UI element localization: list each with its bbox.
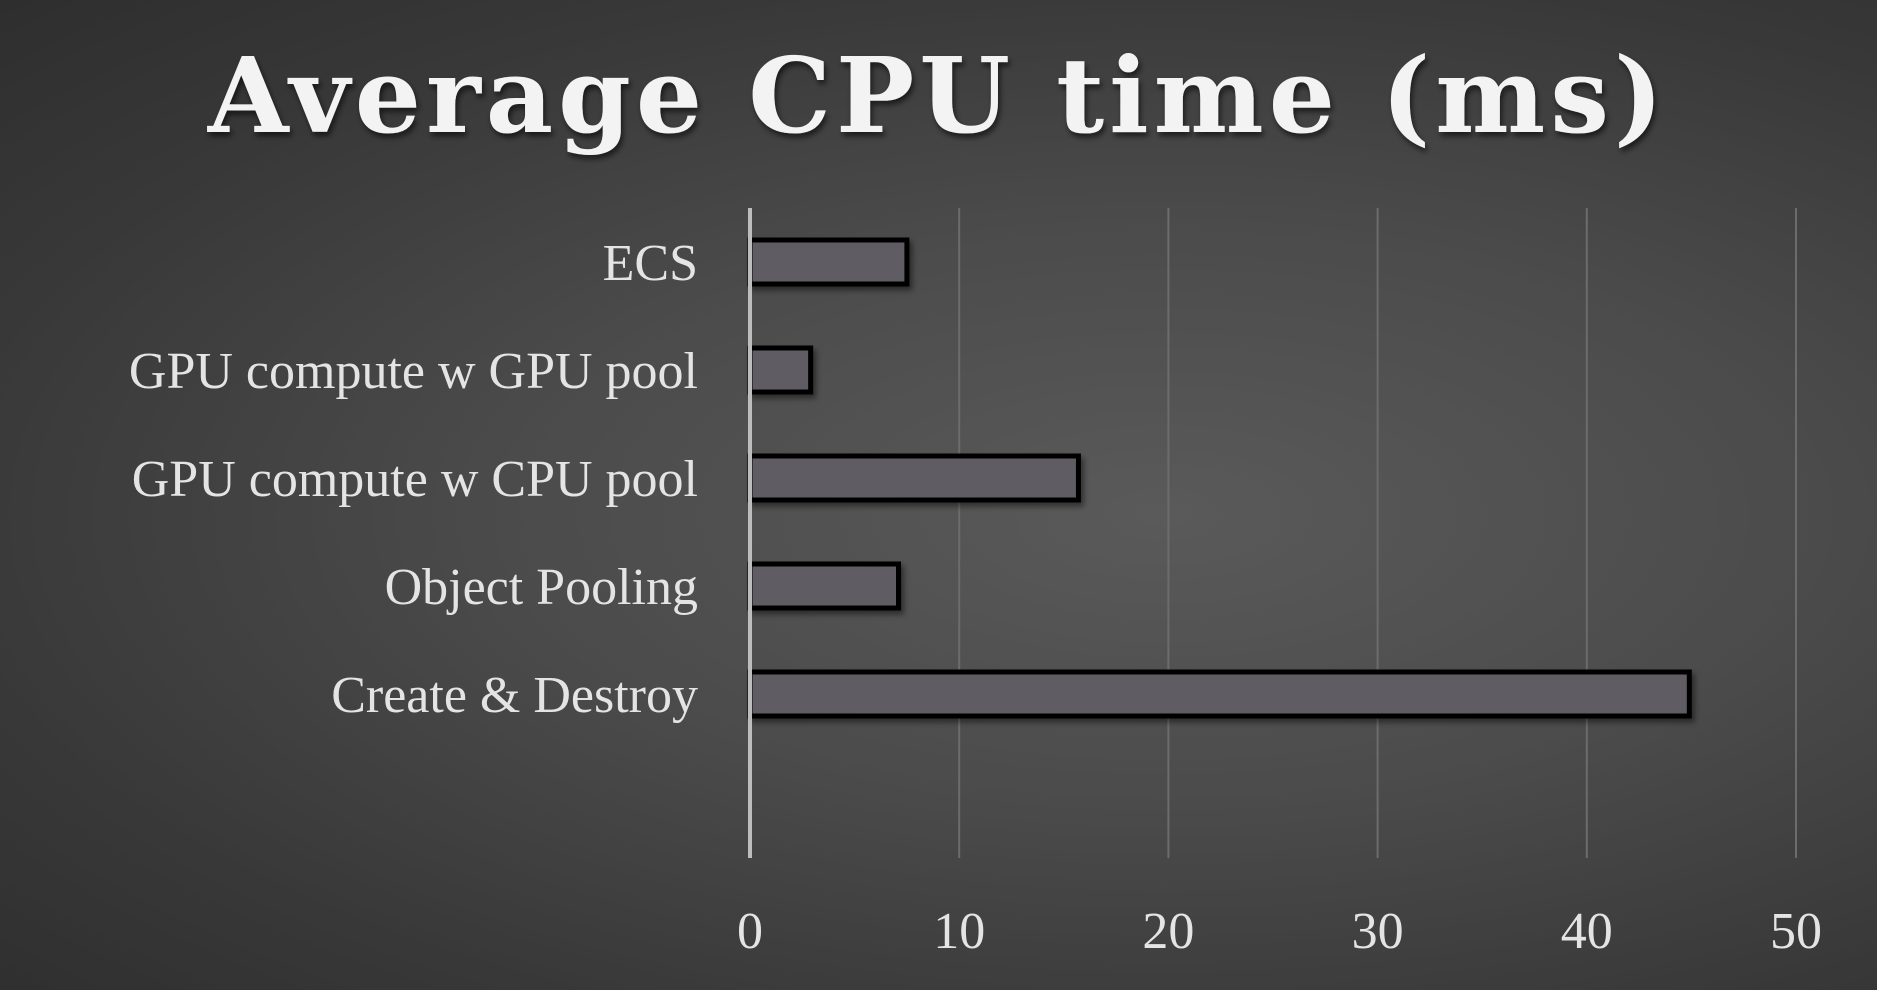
bar bbox=[747, 561, 902, 611]
x-tick-label: 10 bbox=[933, 903, 985, 960]
category-label: GPU compute w CPU pool bbox=[132, 451, 698, 508]
x-tick-label: 20 bbox=[1142, 903, 1194, 960]
x-tick-label: 50 bbox=[1770, 903, 1822, 960]
bar bbox=[747, 237, 910, 287]
gridlines bbox=[958, 208, 1797, 858]
category-label: Object Pooling bbox=[385, 559, 698, 616]
x-tick-label: 40 bbox=[1561, 903, 1613, 960]
tick-labels: 0 10 20 30 40 50 bbox=[737, 903, 1822, 960]
bar bbox=[747, 669, 1692, 719]
x-tick-label: 0 bbox=[737, 903, 763, 960]
category-label: ECS bbox=[603, 235, 698, 292]
bar bbox=[747, 453, 1081, 503]
x-tick-label: 30 bbox=[1352, 903, 1404, 960]
category-label: GPU compute w GPU pool bbox=[129, 343, 698, 400]
category-labels: ECS GPU compute w GPU pool GPU compute w C… bbox=[129, 235, 698, 724]
bar bbox=[747, 345, 814, 395]
bars bbox=[747, 237, 1692, 719]
category-label: Create & Destroy bbox=[331, 667, 698, 724]
chart-title: Average CPU time (ms) bbox=[207, 34, 1668, 157]
